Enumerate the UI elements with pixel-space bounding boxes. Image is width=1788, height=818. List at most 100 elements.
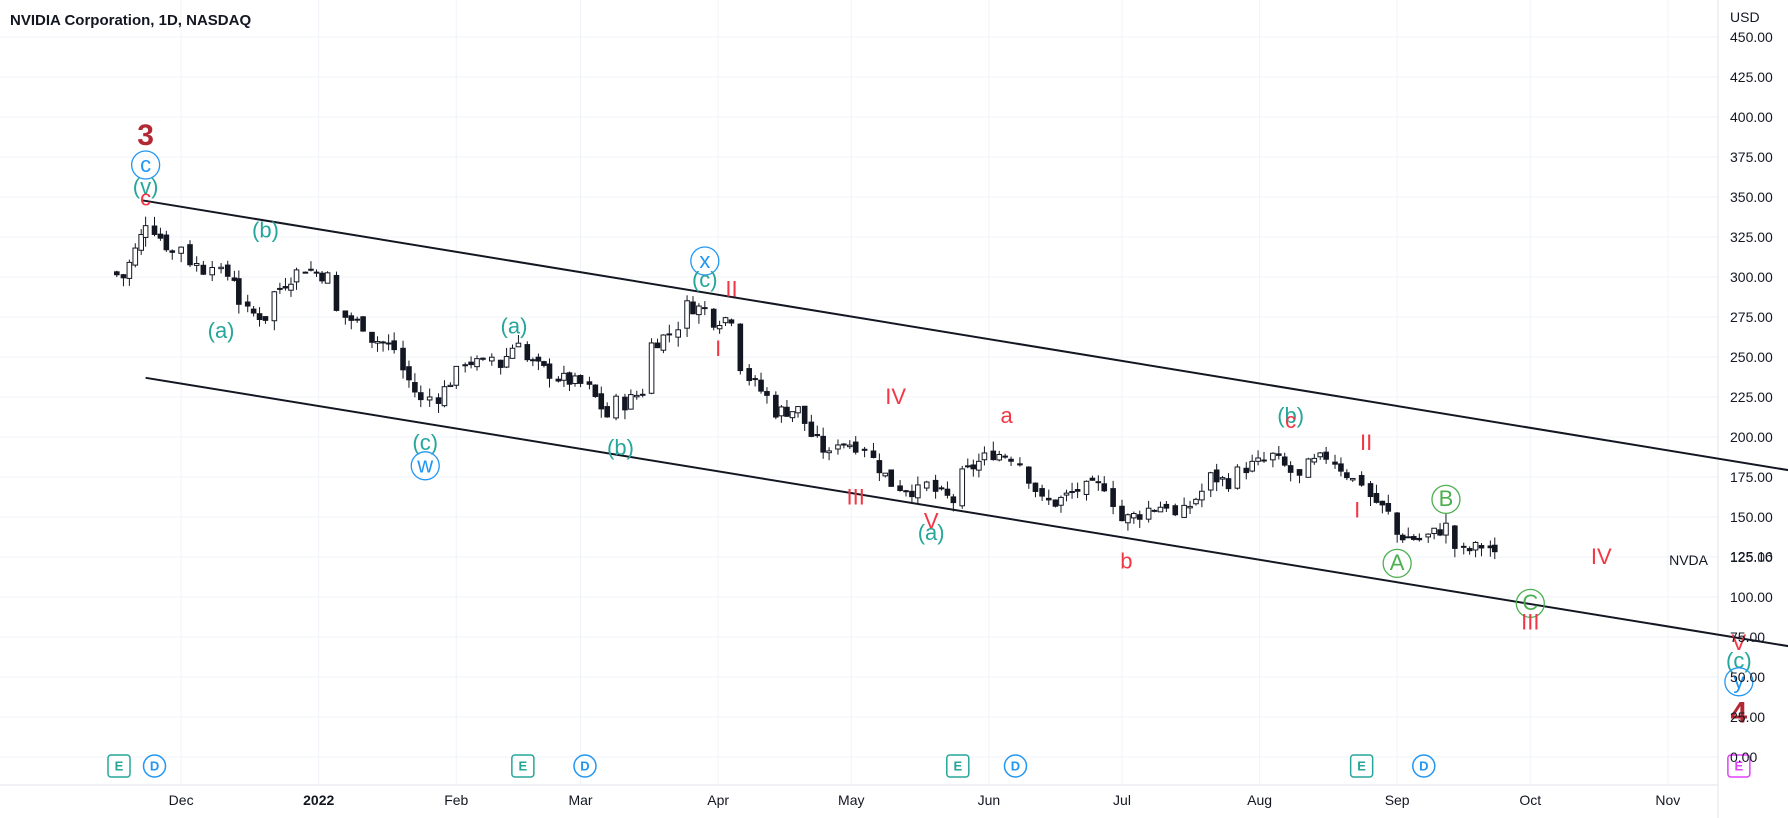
y-tick-label: 300.00	[1730, 269, 1773, 285]
candle	[1110, 480, 1116, 515]
earnings-marker[interactable]: E	[946, 754, 970, 778]
candle	[764, 387, 770, 404]
candle	[120, 273, 127, 287]
candle	[728, 318, 735, 327]
event-marker-label: E	[1357, 758, 1366, 773]
candle	[1125, 513, 1131, 531]
candle	[1281, 452, 1288, 467]
candle	[1157, 501, 1164, 513]
candle	[474, 355, 480, 371]
candle	[1052, 499, 1059, 508]
candle	[1261, 451, 1267, 463]
candle	[795, 406, 801, 418]
candles	[113, 216, 1498, 560]
candle	[308, 261, 314, 272]
candle	[200, 260, 207, 276]
candle	[1425, 533, 1432, 543]
earnings-marker[interactable]: E	[511, 754, 535, 778]
candle	[406, 360, 412, 388]
candle	[1472, 541, 1479, 558]
candle	[244, 294, 251, 313]
candle	[1063, 489, 1070, 502]
wave-circle	[1724, 667, 1754, 697]
candle	[193, 256, 200, 272]
y-tick-label: 150.00	[1730, 509, 1773, 525]
dividend-marker[interactable]: D	[573, 754, 597, 778]
earnings-marker[interactable]: E	[107, 754, 131, 778]
price-axis[interactable]: 0.00 25.00 50.00 75.00 100.00 125.00 150.00 175…	[1730, 29, 1773, 765]
x-tick-label: 2022	[303, 792, 334, 808]
wave-circle	[1382, 548, 1412, 579]
candle	[1145, 500, 1152, 523]
x-tick-label: Nov	[1655, 792, 1680, 808]
candle	[1323, 446, 1329, 464]
y-tick-label: 175.00	[1730, 469, 1773, 485]
time-axis[interactable]: Dec2022FebMarAprMayJunJulAugSepOctNovDe	[169, 792, 1788, 808]
candle	[639, 388, 646, 398]
candle	[613, 393, 619, 421]
candle	[1332, 454, 1338, 469]
candle	[814, 425, 821, 438]
candle	[586, 376, 593, 390]
wave-label-text: III	[1521, 609, 1539, 634]
candle	[541, 360, 547, 368]
candle	[1017, 457, 1023, 467]
wave-label-text: y	[1733, 669, 1744, 694]
candle	[348, 312, 355, 330]
candle	[435, 393, 442, 413]
trend-channel[interactable]	[141, 199, 1788, 648]
candle	[1270, 452, 1276, 468]
candle	[722, 316, 729, 327]
wave-label-text: C	[1522, 590, 1538, 615]
candle	[1460, 542, 1467, 555]
event-marker-label: D	[150, 758, 159, 773]
candle	[417, 385, 424, 408]
wave-label: c	[130, 150, 161, 180]
candle	[566, 371, 573, 392]
candle	[151, 216, 158, 237]
x-tick-label: Sep	[1385, 792, 1410, 808]
candle	[1478, 543, 1485, 557]
wave-label-text: c	[1285, 408, 1296, 433]
candle	[976, 453, 982, 478]
candle	[870, 442, 877, 459]
candle	[113, 270, 120, 278]
candle	[535, 353, 542, 371]
candle	[142, 216, 149, 247]
y-tick-label: 450.00	[1730, 29, 1773, 45]
wave-label-text: II	[725, 277, 737, 302]
wave-label-text: (b)	[1277, 403, 1304, 428]
candle	[187, 240, 193, 268]
channel-line-lower[interactable]	[145, 376, 1788, 648]
candle	[453, 365, 460, 389]
candle	[546, 358, 553, 388]
wave-label: x	[690, 246, 720, 276]
wave-label: 4	[1731, 697, 1748, 730]
candle	[996, 450, 1003, 462]
dividend-marker[interactable]: D	[1003, 754, 1028, 778]
earnings-marker[interactable]: E	[1727, 754, 1751, 778]
candle	[826, 447, 832, 461]
candle	[1207, 471, 1214, 498]
earnings-marker[interactable]: E	[1349, 754, 1374, 778]
candle	[1136, 510, 1143, 528]
channel-line-upper[interactable]	[141, 199, 1788, 472]
dividend-marker[interactable]: D	[142, 754, 167, 778]
wave-label: w	[410, 451, 440, 481]
currency-label: USD	[1730, 9, 1760, 25]
candle	[950, 493, 957, 512]
candle	[1187, 500, 1193, 515]
candle	[964, 458, 971, 469]
y-tick-label: 0.00	[1730, 749, 1757, 765]
candle	[876, 453, 883, 482]
y-tick-label: 250.00	[1730, 349, 1773, 365]
candle	[1379, 500, 1386, 514]
y-tick-label: 350.00	[1730, 189, 1773, 205]
dividend-marker[interactable]: D	[1412, 754, 1436, 778]
candle	[489, 353, 495, 366]
candle	[561, 365, 567, 388]
candle	[835, 439, 841, 455]
candle	[256, 307, 263, 327]
